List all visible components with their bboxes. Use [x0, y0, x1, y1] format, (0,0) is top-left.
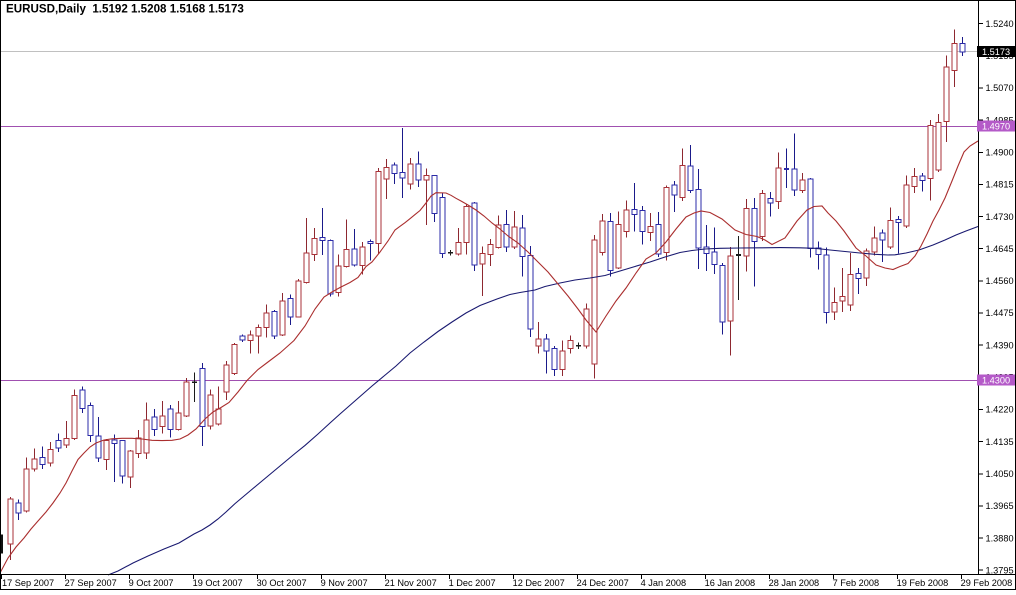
svg-text:16 Jan 2008: 16 Jan 2008 [705, 578, 756, 588]
svg-text:27 Sep 2007: 27 Sep 2007 [65, 578, 117, 588]
svg-text:1.4730: 1.4730 [986, 212, 1014, 222]
svg-text:28 Jan 2008: 28 Jan 2008 [769, 578, 820, 588]
svg-text:9 Nov 2007: 9 Nov 2007 [321, 578, 368, 588]
svg-text:EURUSD,Daily 1.5192 1.5208 1.: EURUSD,Daily 1.5192 1.5208 1.5168 1.5173 [6, 3, 244, 16]
svg-text:29 Feb 2008: 29 Feb 2008 [961, 578, 1013, 588]
svg-text:1.4815: 1.4815 [986, 180, 1014, 190]
svg-text:21 Nov 2007: 21 Nov 2007 [385, 578, 437, 588]
svg-text:1.4985: 1.4985 [986, 115, 1014, 125]
svg-text:9 Oct 2007: 9 Oct 2007 [129, 578, 174, 588]
svg-text:12 Dec 2007: 12 Dec 2007 [513, 578, 565, 588]
svg-text:1.4390: 1.4390 [986, 340, 1014, 350]
svg-text:19 Feb 2008: 19 Feb 2008 [897, 578, 949, 588]
svg-text:17 Sep 2007: 17 Sep 2007 [2, 578, 54, 588]
svg-text:1.5173: 1.5173 [982, 47, 1010, 57]
svg-text:24 Dec 2007: 24 Dec 2007 [577, 578, 629, 588]
svg-text:30 Oct 2007: 30 Oct 2007 [257, 578, 307, 588]
svg-text:1.4645: 1.4645 [986, 244, 1014, 254]
svg-text:1.4135: 1.4135 [986, 437, 1014, 447]
svg-text:1.4475: 1.4475 [986, 308, 1014, 318]
svg-text:1.3965: 1.3965 [986, 501, 1014, 511]
svg-text:1.3880: 1.3880 [986, 533, 1014, 543]
svg-text:1 Dec 2007: 1 Dec 2007 [449, 578, 496, 588]
svg-text:1.4050: 1.4050 [986, 469, 1014, 479]
svg-text:4 Jan 2008: 4 Jan 2008 [641, 578, 686, 588]
svg-text:1.4560: 1.4560 [986, 276, 1014, 286]
svg-text:1.4220: 1.4220 [986, 405, 1014, 415]
svg-text:19 Oct 2007: 19 Oct 2007 [193, 578, 243, 588]
svg-text:7 Feb 2008: 7 Feb 2008 [833, 578, 880, 588]
svg-text:1.3795: 1.3795 [986, 565, 1014, 575]
svg-text:1.4900: 1.4900 [986, 148, 1014, 158]
svg-text:1.5240: 1.5240 [986, 19, 1014, 29]
svg-text:1.4970: 1.4970 [982, 122, 1010, 132]
svg-text:1.5070: 1.5070 [986, 83, 1014, 93]
svg-text:1.4300: 1.4300 [982, 376, 1010, 386]
